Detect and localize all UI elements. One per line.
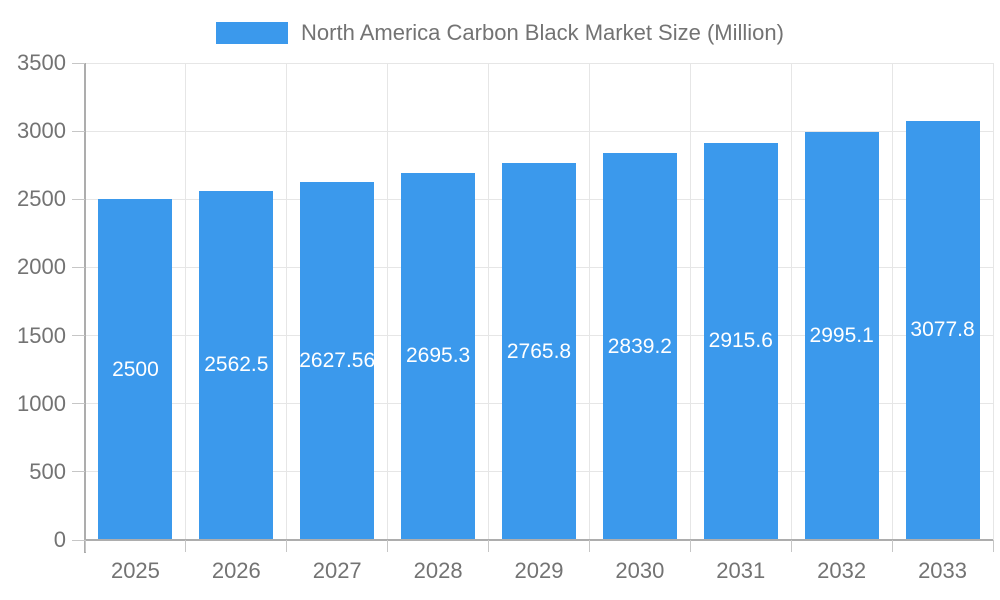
x-tick (185, 540, 187, 552)
bar-value-label: 2500 (112, 357, 159, 381)
bar[interactable]: 2995.1 (804, 131, 879, 540)
h-gridline (85, 130, 993, 132)
x-tick (588, 540, 590, 552)
x-tick (488, 540, 490, 552)
h-gridline (85, 62, 993, 64)
bar-value-label: 2915.6 (708, 329, 773, 353)
x-tick-label: 2028 (413, 558, 463, 583)
x-axis-line (85, 539, 993, 541)
y-tick-label: 1000 (17, 390, 66, 416)
x-tick (891, 540, 893, 552)
bar[interactable]: 2695.3 (401, 172, 476, 540)
y-tick-label: 0 (53, 527, 66, 552)
v-gridline (286, 63, 288, 540)
v-gridline (185, 63, 187, 540)
x-tick-label: 2030 (615, 558, 665, 583)
y-tick-label: 3500 (17, 50, 66, 75)
x-tick-label: 2025 (110, 558, 160, 583)
y-tick-label: 3000 (17, 118, 66, 144)
x-tick-label: 2026 (211, 558, 261, 583)
x-tick-label: 2031 (716, 558, 766, 583)
y-tick (72, 335, 85, 337)
x-tick (387, 540, 389, 552)
v-gridline (488, 63, 490, 540)
bar-value-label: 2995.1 (809, 323, 874, 347)
y-axis-line (84, 63, 86, 553)
y-tick (72, 130, 85, 132)
v-gridline (689, 63, 691, 540)
bar[interactable]: 2915.6 (703, 142, 778, 540)
legend-swatch (216, 22, 289, 44)
legend-item[interactable]: North America Carbon Black Market Size (… (0, 20, 1000, 46)
v-gridline (891, 63, 893, 540)
y-tick (72, 266, 85, 268)
x-tick (992, 540, 994, 552)
x-tick-label: 2027 (312, 558, 362, 583)
x-tick (84, 540, 86, 552)
bar[interactable]: 2500 (98, 199, 173, 540)
y-tick (72, 403, 85, 405)
y-tick-label: 2500 (17, 186, 66, 212)
v-gridline (588, 63, 590, 540)
bar-value-label: 2562.5 (204, 353, 269, 377)
x-tick-label: 2033 (918, 558, 968, 583)
bar[interactable]: 2562.5 (199, 190, 274, 540)
v-gridline (387, 63, 389, 540)
y-tick-label: 2000 (17, 254, 66, 280)
bar[interactable]: 3077.8 (905, 120, 980, 540)
y-tick (72, 539, 85, 541)
plot-area: 2500 2562.5 2627.56 2695.3 2765.8 2839.2 2915.… (17, 50, 994, 583)
x-tick (689, 540, 691, 552)
x-tick-label: 2032 (817, 558, 867, 583)
v-gridline (790, 63, 792, 540)
x-tick-label: 2029 (514, 558, 564, 583)
x-tick (286, 540, 288, 552)
y-tick-label: 1500 (17, 322, 66, 348)
bar[interactable]: 2839.2 (602, 153, 677, 540)
bar-value-label: 2839.2 (607, 334, 672, 358)
y-tick (72, 198, 85, 200)
x-tick (790, 540, 792, 552)
v-gridline (992, 63, 994, 540)
bar[interactable]: 2765.8 (502, 163, 576, 540)
bar[interactable]: 2627.56 (299, 181, 376, 540)
y-tick (72, 471, 85, 473)
bar-value-label: 2765.8 (506, 339, 572, 363)
legend-label: North America Carbon Black Market Size (… (301, 20, 784, 45)
bar-value-label: 3077.8 (910, 318, 975, 342)
y-tick (72, 62, 85, 64)
y-tick-label: 500 (29, 458, 66, 484)
bar-value-label: 2627.56 (299, 348, 376, 372)
bar-value-label: 2695.3 (405, 344, 471, 368)
